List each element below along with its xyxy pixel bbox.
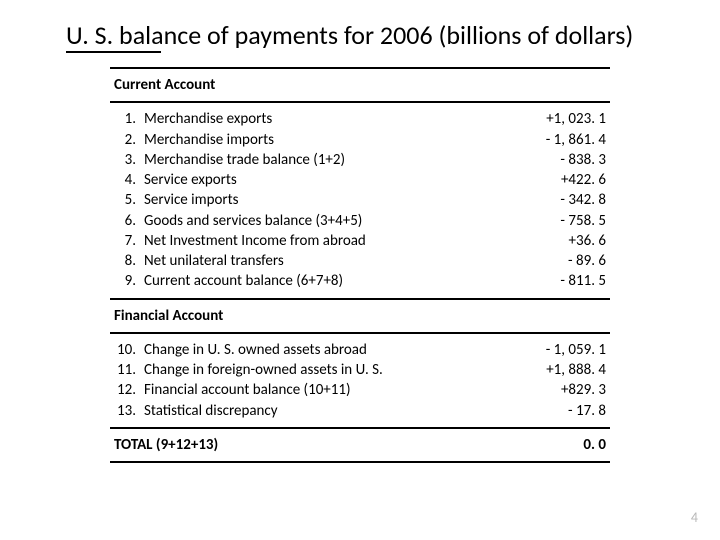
row-value: - 1, 861. 4 xyxy=(505,130,610,150)
table-row: 2. Merchandise imports - 1, 861. 4 xyxy=(110,130,610,150)
section-header-label: Financial Account xyxy=(110,299,610,333)
table-row: 12. Financial account balance (10+11) +8… xyxy=(110,380,610,400)
row-num: 12. xyxy=(110,380,138,400)
table-row: 8. Net unilateral transfers - 89. 6 xyxy=(110,251,610,271)
total-label: TOTAL (9+12+13) xyxy=(110,428,505,462)
table-row: 9. Current account balance (6+7+8) - 811… xyxy=(110,271,610,298)
row-value: +422. 6 xyxy=(505,170,610,190)
row-value: - 89. 6 xyxy=(505,251,610,271)
row-value: - 811. 5 xyxy=(505,271,610,298)
table-row: 13. Statistical discrepancy - 17. 8 xyxy=(110,401,610,428)
row-num: 11. xyxy=(110,360,138,380)
row-label: Financial account balance (10+11) xyxy=(138,380,505,400)
table-row: 6. Goods and services balance (3+4+5) - … xyxy=(110,211,610,231)
row-label: Merchandise trade balance (1+2) xyxy=(138,150,505,170)
row-num: 9. xyxy=(110,271,138,298)
total-value: 0. 0 xyxy=(505,428,610,462)
row-label: Goods and services balance (3+4+5) xyxy=(138,211,505,231)
table-row: 7. Net Investment Income from abroad +36… xyxy=(110,231,610,251)
row-num: 2. xyxy=(110,130,138,150)
page-title: U. S. balance of payments for 2006 (bill… xyxy=(66,20,660,51)
row-value: +1, 888. 4 xyxy=(505,360,610,380)
section-header-current-account: Current Account xyxy=(110,68,610,102)
section-header-financial-account: Financial Account xyxy=(110,299,610,333)
table-row: 1. Merchandise exports +1, 023. 1 xyxy=(110,102,610,129)
table-row: 11. Change in foreign-owned assets in U.… xyxy=(110,360,610,380)
table-row: 10. Change in U. S. owned assets abroad … xyxy=(110,333,610,360)
table-row: 3. Merchandise trade balance (1+2) - 838… xyxy=(110,150,610,170)
row-num: 13. xyxy=(110,401,138,428)
row-label: Change in foreign-owned assets in U. S. xyxy=(138,360,505,380)
row-label: Change in U. S. owned assets abroad xyxy=(138,333,505,360)
row-value: - 17. 8 xyxy=(505,401,610,428)
table-row: 4. Service exports +422. 6 xyxy=(110,170,610,190)
row-num: 8. xyxy=(110,251,138,271)
row-label: Net unilateral transfers xyxy=(138,251,505,271)
total-row: TOTAL (9+12+13) 0. 0 xyxy=(110,428,610,462)
table-row: 5. Service imports - 342. 8 xyxy=(110,190,610,210)
row-num: 4. xyxy=(110,170,138,190)
row-value: - 838. 3 xyxy=(505,150,610,170)
row-num: 3. xyxy=(110,150,138,170)
row-num: 6. xyxy=(110,211,138,231)
row-value: - 758. 5 xyxy=(505,211,610,231)
row-label: Net Investment Income from abroad xyxy=(138,231,505,251)
row-label: Current account balance (6+7+8) xyxy=(138,271,505,298)
row-label: Statistical discrepancy xyxy=(138,401,505,428)
section-header-label: Current Account xyxy=(110,68,610,102)
row-value: +36. 6 xyxy=(505,231,610,251)
row-label: Merchandise exports xyxy=(138,102,505,129)
row-num: 7. xyxy=(110,231,138,251)
row-value: +829. 3 xyxy=(505,380,610,400)
row-num: 1. xyxy=(110,102,138,129)
row-value: - 342. 8 xyxy=(505,190,610,210)
row-label: Service exports xyxy=(138,170,505,190)
row-num: 5. xyxy=(110,190,138,210)
title-underline xyxy=(66,51,161,53)
row-label: Merchandise imports xyxy=(138,130,505,150)
balance-of-payments-table: Current Account 1. Merchandise exports +… xyxy=(110,67,610,463)
row-value: +1, 023. 1 xyxy=(505,102,610,129)
row-value: - 1, 059. 1 xyxy=(505,333,610,360)
row-label: Service imports xyxy=(138,190,505,210)
row-num: 10. xyxy=(110,333,138,360)
page-number: 4 xyxy=(691,509,698,526)
